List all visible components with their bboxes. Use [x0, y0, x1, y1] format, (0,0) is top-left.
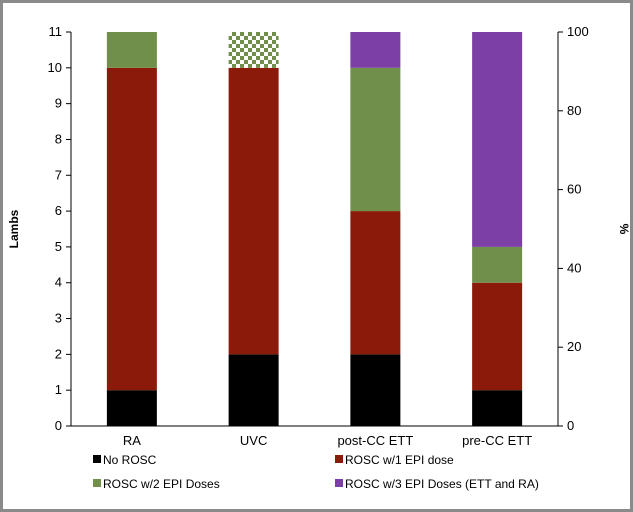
legend-label: ROSC w/2 EPI Doses — [103, 477, 220, 491]
bar-post-cc-ett-series-2 — [350, 211, 401, 355]
y2-tick-label: 60 — [567, 182, 581, 197]
bar-pre-cc-ett-series-3 — [472, 246, 523, 283]
y-tick-label: 1 — [55, 382, 62, 397]
legend-swatch — [335, 455, 343, 463]
legend-swatch — [93, 479, 101, 487]
bar-uvc-series-3 — [228, 32, 279, 68]
bar-post-cc-ett-series-4 — [350, 32, 401, 68]
y-axis-title: Lambs — [7, 209, 21, 248]
legend-swatch — [93, 455, 101, 463]
y2-tick-label: 100 — [567, 24, 589, 39]
bars-layer — [106, 32, 523, 426]
y-tick-label: 7 — [55, 167, 62, 182]
y-tick-label: 3 — [55, 311, 62, 326]
y2-axis-title: % — [617, 224, 631, 235]
bar-ra-series-2 — [106, 67, 157, 391]
y-tick-label: 5 — [55, 239, 62, 254]
x-tick-label: pre-CC ETT — [462, 433, 532, 448]
x-tick-label: post-CC ETT — [337, 433, 413, 448]
x-tick-label: UVC — [240, 433, 267, 448]
bar-pre-cc-ett-series-4 — [472, 32, 523, 247]
ticks-layer: RA UVC post-CC ETT pre-CC ETT 0 1 2 3 4 5 6 7 8 9 10 11… — [48, 24, 589, 448]
y2-tick-label: 0 — [567, 418, 574, 433]
legend-swatch — [335, 479, 343, 487]
x-tick-label: RA — [123, 433, 141, 448]
bar-ra-series-1 — [106, 390, 157, 426]
y-tick-label: 2 — [55, 346, 62, 361]
bar-uvc-series-2 — [228, 67, 279, 355]
y-tick-label: 11 — [49, 24, 63, 39]
y2-tick-label: 20 — [567, 339, 581, 354]
axes-layer — [70, 32, 559, 427]
legend-label: ROSC w/1 EPI dose — [345, 453, 454, 467]
legend-label: ROSC w/3 EPI Doses (ETT and RA) — [345, 477, 539, 491]
y-tick-label: 8 — [55, 131, 62, 146]
y-tick-label: 9 — [55, 96, 62, 111]
bar-uvc-series-1 — [228, 354, 279, 426]
y-tick-label: 10 — [48, 60, 62, 75]
y2-tick-label: 80 — [567, 103, 581, 118]
bar-post-cc-ett-series-3 — [350, 67, 401, 212]
y2-tick-label: 40 — [567, 260, 581, 275]
bar-pre-cc-ett-series-1 — [472, 390, 523, 426]
y-tick-label: 4 — [55, 275, 62, 290]
bar-post-cc-ett-series-1 — [350, 354, 401, 426]
bar-ra-series-3 — [106, 32, 157, 68]
y-tick-label: 0 — [55, 418, 62, 433]
legend-label: No ROSC — [103, 453, 157, 467]
bar-pre-cc-ett-series-2 — [472, 282, 523, 391]
y-tick-label: 6 — [55, 203, 62, 218]
legend: No ROSC ROSC w/1 EPI dose ROSC w/2 EPI Dos… — [93, 453, 539, 491]
